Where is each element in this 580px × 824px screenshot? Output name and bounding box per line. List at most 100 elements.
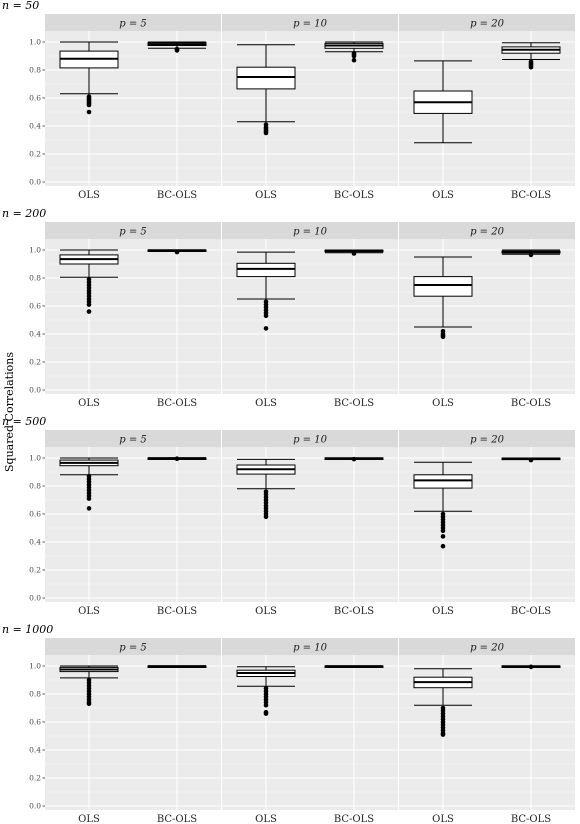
x-category-label: BC-OLS [511,190,551,201]
panel-background [45,655,221,810]
boxplot-bc-ols [501,42,561,70]
y-tick-label: 0.4 [29,122,41,131]
strip-background [399,638,575,655]
panel-background [222,239,398,394]
panel-background [399,239,575,394]
outlier-point [528,64,534,70]
strip-label: p = 20 [470,643,505,654]
boxplot-bc-ols [501,664,561,670]
boxplot-ols [59,249,119,314]
x-category-label: OLS [78,398,100,409]
boxplot-ols [413,461,473,549]
outlier-point [86,701,92,707]
x-category-label: BC-OLS [511,814,551,824]
facet-panel: p = 20 OLS BC-OLS [399,430,575,617]
outlier-point [263,702,269,708]
outlier-point [440,732,446,737]
facet-panel: p = 5 OLS BC-OLS [45,638,221,824]
facet-panel: p = 10 OLS BC-OLS [222,222,398,409]
outlier-point [528,664,534,670]
iqr-box [236,66,296,90]
iqr-box [413,474,473,489]
y-tick-label: 1.0 [29,454,41,463]
boxplot-ols [59,665,119,707]
outlier-point [528,252,534,258]
facet-panel: p = 20 OLS BC-OLS [399,222,575,409]
y-tick-label: 0.8 [29,274,41,283]
facet-panel: p = 10 OLS BC-OLS [222,638,398,824]
y-tick-label: 0.2 [29,566,41,575]
row-label: n = 1000 [2,623,53,636]
x-category-label: BC-OLS [157,398,197,409]
boxplot-ols [236,251,296,331]
strip-label: p = 10 [293,435,328,446]
outlier-point [351,57,357,63]
x-category-label: BC-OLS [157,190,197,201]
boxplot-bc-ols [147,249,207,255]
facet-panel: p = 20 OLS BC-OLS [399,638,575,824]
outlier-point [351,53,357,59]
y-tick-label: 0.4 [29,538,41,547]
outlier-point [86,302,92,307]
outlier-point [263,130,269,136]
boxplot-ols [413,60,473,144]
x-category-label: OLS [432,606,454,617]
panel-background [45,239,221,394]
x-category-label: OLS [432,190,454,201]
x-category-label: BC-OLS [157,814,197,824]
strip-label: p = 20 [470,435,505,446]
facet-row: n = 200 p = 5 OLS BC-OLS 0.0 0.2 0.4 0.6 0.8 1.0 p… [2,207,575,409]
boxplot-bc-ols [147,41,207,53]
y-tick-label: 1.0 [29,662,41,671]
facet-panel: p = 20 OLS BC-OLS [399,14,575,201]
panel-background [222,655,398,810]
x-category-label: OLS [78,814,100,824]
x-category-label: BC-OLS [334,190,374,201]
strip-background [222,222,398,239]
facet-panel: p = 10 OLS BC-OLS [222,14,398,201]
x-category-label: BC-OLS [157,606,197,617]
outlier-point [86,506,92,511]
y-tick-label: 0.2 [29,150,41,159]
facet-row: n = 50 p = 5 OLS BC-OLS 0.0 0.2 0.4 0.6 0.8 1.0 p … [2,0,575,201]
outlier-point [174,249,180,255]
strip-background [222,14,398,31]
y-tick-label: 0.4 [29,330,41,339]
boxplot-ols [59,41,119,115]
strip-background [45,222,221,239]
strip-background [222,430,398,447]
strip-background [45,638,221,655]
outlier-point [86,102,92,108]
outlier-point [528,457,534,463]
boxplot-bc-ols [324,665,384,668]
boxplot-bc-ols [147,456,207,462]
x-category-label: OLS [255,814,277,824]
y-tick-label: 0.6 [29,718,41,727]
boxplot-bc-ols [324,456,384,462]
panel-background [222,31,398,186]
outlier-point [440,534,446,539]
x-category-label: OLS [255,606,277,617]
boxplot-bc-ols [501,249,561,258]
outlier-point [174,456,180,462]
y-tick-label: 0.0 [29,178,41,187]
boxplot-bc-ols [147,665,207,668]
strip-background [45,430,221,447]
strip-background [399,222,575,239]
row-label: n = 200 [2,207,46,220]
outlier-point [263,326,269,331]
y-tick-label: 0.0 [29,802,41,811]
outlier-point [263,514,269,520]
y-tick-label: 0.6 [29,510,41,519]
boxplot-bc-ols [324,249,384,256]
boxplot-ols [59,457,119,511]
strip-label: p = 20 [470,19,505,30]
outlier-point [351,251,357,256]
y-tick-label: 0.2 [29,358,41,367]
strip-label: p = 5 [119,227,147,238]
y-tick-label: 0.8 [29,66,41,75]
boxplot-ols [413,668,473,737]
x-category-label: BC-OLS [334,606,374,617]
boxplot-bc-ols [501,457,561,463]
